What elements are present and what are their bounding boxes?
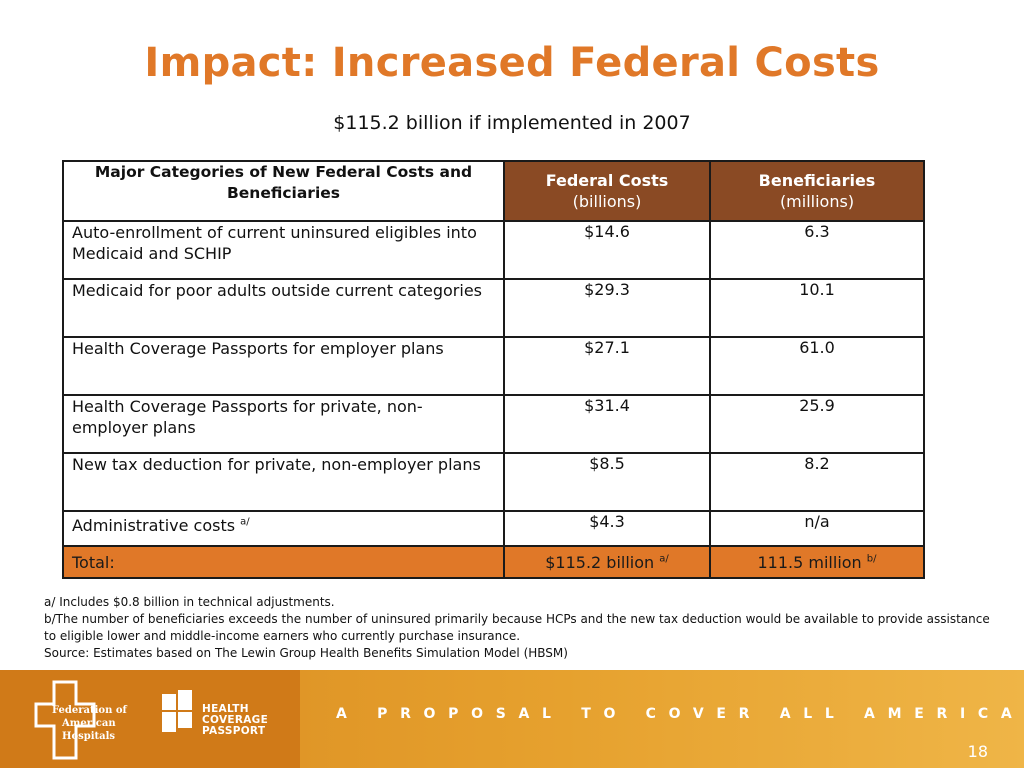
- total-cost-value: $115.2 billion: [545, 552, 655, 572]
- header-beneficiaries: Beneficiaries (millions): [709, 160, 925, 222]
- row-cost: $14.6: [503, 220, 711, 280]
- page-number: 18: [967, 742, 988, 761]
- row-label: New tax deduction for private, non-emplo…: [62, 452, 505, 512]
- table-row: New tax deduction for private, non-emplo…: [62, 452, 925, 512]
- table-row: Health Coverage Passports for employer p…: [62, 336, 925, 396]
- row-beneficiaries: 25.9: [709, 394, 925, 454]
- footer-banner: Federation of American Hospitals HEALTH …: [0, 670, 1024, 768]
- row-cost: $27.1: [503, 336, 711, 396]
- passport-logo-line: PASSPORT: [202, 725, 266, 737]
- footnotes: a/ Includes $0.8 billion in technical ad…: [44, 594, 994, 662]
- table-header-row: Major Categories of New Federal Costs an…: [62, 160, 925, 222]
- row-cost: $31.4: [503, 394, 711, 454]
- federation-logo-line: American: [62, 718, 116, 729]
- row-beneficiaries: n/a: [709, 510, 925, 547]
- logo-panel: Federation of American Hospitals HEALTH …: [0, 670, 300, 768]
- header-federal-costs-label: Federal Costs: [545, 171, 669, 190]
- row-label: Health Coverage Passports for employer p…: [62, 336, 505, 396]
- federal-costs-table: Major Categories of New Federal Costs an…: [62, 160, 925, 579]
- federation-logo-line: Hospitals: [62, 731, 116, 742]
- row-cost: $29.3: [503, 278, 711, 338]
- row-beneficiaries: 6.3: [709, 220, 925, 280]
- row-cost: $8.5: [503, 452, 711, 512]
- federation-logo-line: Federation of: [52, 705, 127, 716]
- footer-tagline: A PROPOSAL TO COVER ALL AMERICANS: [336, 706, 1024, 722]
- row-beneficiaries: 8.2: [709, 452, 925, 512]
- total-beneficiaries: 111.5 million b/: [709, 545, 925, 579]
- row-cost: $4.3: [503, 510, 711, 547]
- row-label: Administrative costs a/: [62, 510, 505, 547]
- total-label: Total:: [62, 545, 505, 579]
- row-label: Health Coverage Passports for private, n…: [62, 394, 505, 454]
- slide-title: Impact: Increased Federal Costs: [144, 40, 880, 86]
- federation-cross-logo-icon: [34, 680, 96, 760]
- footnote-marker: a/: [240, 516, 250, 528]
- table-row: Administrative costs a/ $4.3 n/a: [62, 510, 925, 547]
- passport-logo-text: HEALTH COVERAGE PASSPORT: [202, 704, 268, 737]
- total-beneficiaries-value: 111.5 million: [757, 552, 862, 572]
- header-federal-costs-unit: (billions): [572, 192, 642, 211]
- table-row: Auto-enrollment of current uninsured eli…: [62, 220, 925, 280]
- row-label: Medicaid for poor adults outside current…: [62, 278, 505, 338]
- footnote-b: b/The number of beneficiaries exceeds th…: [44, 612, 990, 643]
- header-beneficiaries-unit: (millions): [779, 192, 855, 211]
- row-beneficiaries: 10.1: [709, 278, 925, 338]
- row-label-text: Administrative costs: [72, 516, 236, 535]
- row-beneficiaries: 61.0: [709, 336, 925, 396]
- table-row: Health Coverage Passports for private, n…: [62, 394, 925, 454]
- footnote-marker: a/: [659, 553, 669, 565]
- table-corner-label: Major Categories of New Federal Costs an…: [62, 160, 505, 222]
- footnote-marker: b/: [866, 553, 877, 565]
- total-row: Total: $115.2 billion a/ 111.5 million b…: [62, 545, 925, 579]
- federation-logo-text: Federation of American Hospitals: [52, 704, 127, 743]
- header-federal-costs: Federal Costs (billions): [503, 160, 711, 222]
- table-row: Medicaid for poor adults outside current…: [62, 278, 925, 338]
- passport-logo-line: HEALTH: [202, 703, 249, 715]
- footnote-a: a/ Includes $0.8 billion in technical ad…: [44, 595, 335, 609]
- header-beneficiaries-label: Beneficiaries: [758, 171, 876, 190]
- passport-logo-icon: [162, 690, 192, 732]
- slide-subtitle: $115.2 billion if implemented in 2007: [333, 112, 691, 134]
- row-label: Auto-enrollment of current uninsured eli…: [62, 220, 505, 280]
- passport-logo-line: COVERAGE: [202, 714, 269, 726]
- source-note: Source: Estimates based on The Lewin Gro…: [44, 646, 568, 660]
- total-cost: $115.2 billion a/: [503, 545, 711, 579]
